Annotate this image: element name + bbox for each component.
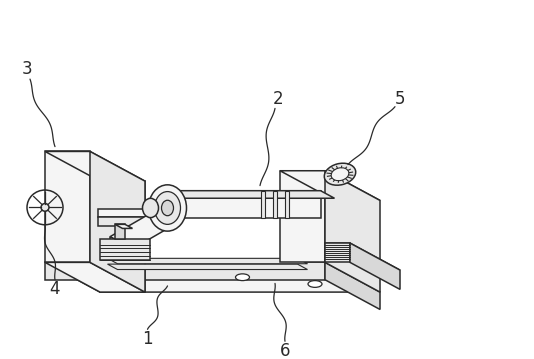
Polygon shape xyxy=(45,262,380,292)
Polygon shape xyxy=(100,181,145,292)
Text: 4: 4 xyxy=(50,280,60,298)
Ellipse shape xyxy=(161,200,174,216)
Ellipse shape xyxy=(143,198,159,218)
Text: 1: 1 xyxy=(142,330,153,348)
Ellipse shape xyxy=(154,192,180,224)
Ellipse shape xyxy=(324,163,356,185)
Polygon shape xyxy=(45,262,325,280)
Polygon shape xyxy=(115,224,125,239)
Polygon shape xyxy=(272,191,277,218)
Polygon shape xyxy=(280,171,325,262)
Polygon shape xyxy=(325,262,380,309)
Ellipse shape xyxy=(148,185,186,231)
Ellipse shape xyxy=(308,281,322,287)
Polygon shape xyxy=(166,191,334,198)
Polygon shape xyxy=(98,216,158,226)
Polygon shape xyxy=(100,239,150,260)
Polygon shape xyxy=(280,171,380,200)
Ellipse shape xyxy=(115,274,130,281)
Text: 3: 3 xyxy=(22,60,33,79)
Polygon shape xyxy=(285,191,288,218)
Polygon shape xyxy=(45,151,90,262)
Polygon shape xyxy=(110,208,183,249)
Text: 6: 6 xyxy=(280,342,290,359)
Ellipse shape xyxy=(331,168,349,181)
Polygon shape xyxy=(325,171,380,292)
Polygon shape xyxy=(45,151,145,181)
Text: 2: 2 xyxy=(273,90,284,108)
Polygon shape xyxy=(45,262,145,292)
Polygon shape xyxy=(110,237,132,254)
Polygon shape xyxy=(261,191,264,218)
Polygon shape xyxy=(350,243,400,289)
Ellipse shape xyxy=(235,274,249,281)
Polygon shape xyxy=(325,243,400,270)
Polygon shape xyxy=(107,258,308,264)
Polygon shape xyxy=(166,191,320,218)
Polygon shape xyxy=(107,264,308,270)
Polygon shape xyxy=(325,243,350,262)
Polygon shape xyxy=(115,224,132,228)
Polygon shape xyxy=(98,209,158,216)
Polygon shape xyxy=(90,151,145,292)
Text: 5: 5 xyxy=(395,90,405,108)
Ellipse shape xyxy=(41,204,49,211)
